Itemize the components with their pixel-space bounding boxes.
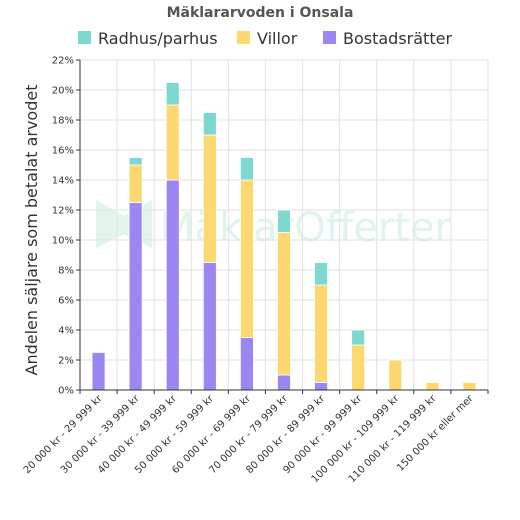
watermark: MäklarOfferter xyxy=(96,200,452,251)
legend-label: Bostadsrätter xyxy=(343,29,452,48)
bar-segment-radhus-parhus[interactable]: Radhus/parhus: 0.5% xyxy=(128,157,143,166)
bar-segment-bostadsr-tter[interactable]: Bostadsrätter: 3.5% xyxy=(240,337,254,391)
y-tick-labels: 0% 2% 4% 6% 8% 10% 12% 14% 16% 18% 20% 22% xyxy=(52,56,74,397)
bar-segment-villor[interactable]: Villor: 0.5% xyxy=(462,382,477,391)
legend-item-radhus-parhus[interactable]: Radhus/parhus xyxy=(78,29,218,48)
y-tick-label: 22% xyxy=(52,56,74,67)
y-axis-label: Andelen säljare som betalat arvodet xyxy=(22,85,41,376)
bar-segment-radhus-parhus[interactable]: Radhus/parhus: 1% xyxy=(351,329,366,346)
axes xyxy=(76,59,489,394)
y-tick-label: 6% xyxy=(58,296,74,307)
y-tick-label: 2% xyxy=(58,356,74,367)
chart-title: Mäklararvoden i Onsala xyxy=(167,5,354,21)
grid xyxy=(79,59,489,391)
y-tick-label: 18% xyxy=(52,116,74,127)
legend-swatch xyxy=(78,31,91,44)
legend-item-bostadsr-tter[interactable]: Bostadsrätter xyxy=(323,29,452,48)
y-tick-label: 14% xyxy=(52,176,74,187)
bar-segment-villor[interactable]: Villor: 2.5% xyxy=(128,164,143,203)
legend: Radhus/parhus Villor Bostadsrätter xyxy=(78,29,452,48)
bar-segment-radhus-parhus[interactable]: Radhus/parhus: 1.5% xyxy=(202,112,217,136)
bar-segment-villor[interactable]: Villor: 10.5% xyxy=(240,179,254,338)
bar-segment-bostadsr-tter[interactable]: Bostadsrätter: 8.5% xyxy=(202,262,217,391)
bar-segment-villor[interactable]: Villor: 0.5% xyxy=(425,382,440,391)
legend-label: Villor xyxy=(257,29,298,48)
legend-label: Radhus/parhus xyxy=(98,29,218,48)
bar-segment-radhus-parhus[interactable]: Radhus/parhus: 1.5% xyxy=(277,209,291,233)
bar-segment-bostadsr-tter[interactable]: Bostadsrätter: 2.5% xyxy=(91,352,106,391)
y-tick-label: 20% xyxy=(52,86,74,97)
y-tick-label: 12% xyxy=(52,206,74,217)
bar-segment-radhus-parhus[interactable]: Radhus/parhus: 1.5% xyxy=(240,157,254,181)
y-tick-label: 10% xyxy=(52,236,74,247)
bar-segment-villor[interactable]: Villor: 2% xyxy=(388,359,403,391)
bar-segment-villor[interactable]: Villor: 6.5% xyxy=(314,284,328,383)
watermark-logo-icon xyxy=(96,200,152,248)
y-tick-label: 8% xyxy=(58,266,74,277)
y-tick-label: 0% xyxy=(58,386,74,397)
bar-segment-bostadsr-tter[interactable]: Bostadsrätter: 14% xyxy=(165,179,180,391)
y-tick-label: 4% xyxy=(58,326,74,337)
bar-segment-villor[interactable]: Villor: 9.5% xyxy=(277,232,291,376)
y-tick-label: 16% xyxy=(52,146,74,157)
bar-segment-villor[interactable]: Villor: 3% xyxy=(351,344,366,391)
bar-segment-radhus-parhus[interactable]: Radhus/parhus: 1.5% xyxy=(314,262,328,286)
bar-segment-bostadsr-tter[interactable]: Bostadsrätter: 1% xyxy=(277,374,291,391)
bar-segment-bostadsr-tter[interactable]: Bostadsrätter: 0.5% xyxy=(314,382,328,391)
x-tick-label: 150 000 kr eller mer xyxy=(395,393,476,474)
bar-segment-radhus-parhus[interactable]: Radhus/parhus: 1.5% xyxy=(165,82,180,106)
bars: Bostadsrätter: 2.5%Bostadsrätter: 12.5%V… xyxy=(91,82,477,391)
bar-segment-bostadsr-tter[interactable]: Bostadsrätter: 12.5% xyxy=(128,202,143,391)
legend-swatch xyxy=(323,31,336,44)
bar-segment-villor[interactable]: Villor: 8.5% xyxy=(202,134,217,263)
bar-segment-villor[interactable]: Villor: 5% xyxy=(165,104,180,181)
legend-item-villor[interactable]: Villor xyxy=(237,29,298,48)
legend-swatch xyxy=(237,31,250,44)
